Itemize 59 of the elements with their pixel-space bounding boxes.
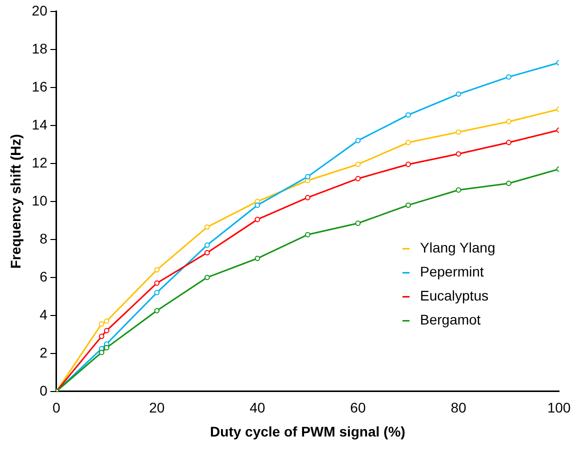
- y-tick-label: 8: [40, 230, 48, 246]
- point: [304, 194, 310, 200]
- point: [154, 267, 160, 272]
- y-tick-label: 16: [32, 78, 48, 94]
- point: [506, 74, 512, 80]
- y-tick-label: 10: [32, 192, 48, 208]
- x-tick-label: 20: [149, 400, 165, 416]
- point: [154, 280, 160, 286]
- x-tick-label: 100: [547, 400, 571, 416]
- point: [204, 242, 210, 248]
- point: [456, 151, 462, 157]
- point: [506, 180, 512, 186]
- legend-label: Eucalyptus: [420, 288, 488, 304]
- y-tick-label: 0: [40, 382, 48, 398]
- y-tick-label: 12: [32, 154, 48, 170]
- legend-label: Bergamot: [420, 312, 481, 328]
- point: [98, 334, 104, 339]
- point: [254, 256, 260, 262]
- x-tick-label: 60: [350, 400, 366, 416]
- point: [104, 318, 110, 324]
- point: [98, 350, 104, 356]
- point: [506, 140, 512, 146]
- point: [456, 129, 462, 135]
- point: [456, 187, 462, 193]
- point: [406, 162, 411, 168]
- point: [154, 290, 160, 296]
- point: [506, 118, 512, 124]
- point: [204, 274, 210, 280]
- x-tick-label: 80: [450, 400, 466, 416]
- point: [304, 232, 310, 238]
- point: [98, 321, 104, 327]
- point: [406, 140, 411, 146]
- point: [104, 328, 110, 334]
- y-tick-label: 2: [40, 344, 48, 360]
- point: [355, 162, 361, 168]
- point: [204, 250, 210, 256]
- legend-label: Pepermint: [420, 264, 484, 280]
- point: [406, 202, 411, 208]
- point: [104, 345, 110, 350]
- x-tick-label: 40: [250, 400, 266, 416]
- point: [304, 174, 310, 180]
- y-axis-title: Frequency shift (Hz): [7, 134, 24, 269]
- y-tick-label: 20: [32, 2, 48, 18]
- y-tick-label: 4: [40, 306, 48, 322]
- point: [456, 91, 462, 97]
- y-tick-label: 6: [40, 268, 48, 284]
- point: [355, 176, 361, 182]
- point: [204, 224, 210, 230]
- point: [254, 202, 260, 208]
- point: [406, 112, 411, 118]
- legend-label: Ylang Ylang: [420, 240, 496, 256]
- x-axis-title: Duty cycle of PWM signal (%): [210, 423, 406, 440]
- point: [355, 220, 361, 226]
- x-tick-label: 0: [52, 400, 60, 416]
- point: [355, 138, 361, 144]
- y-tick-label: 18: [32, 40, 48, 56]
- point: [254, 216, 260, 222]
- y-tick-label: 14: [32, 116, 48, 132]
- point: [154, 308, 160, 314]
